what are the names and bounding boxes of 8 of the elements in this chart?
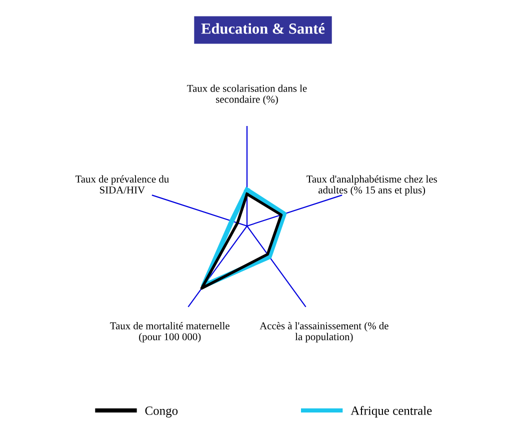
legend-label: Congo	[145, 406, 178, 418]
spoke-label: Accès à l'assainissement (% de la population)	[260, 322, 388, 342]
spoke-label: Taux d'analphabétisme chez les adultes (% 15 ans et plus)	[306, 175, 437, 196]
spoke-label: Taux de scolarisation dans le secondaire (%)	[187, 84, 307, 105]
spoke-label: Taux de mortalité maternelle (pour 100 000)	[110, 322, 230, 342]
spoke-label: Taux de prévalence du SIDA/HIV	[75, 175, 169, 194]
legend-label: Afrique centrale	[350, 406, 432, 418]
chart-title: Education & Santé	[201, 23, 325, 34]
